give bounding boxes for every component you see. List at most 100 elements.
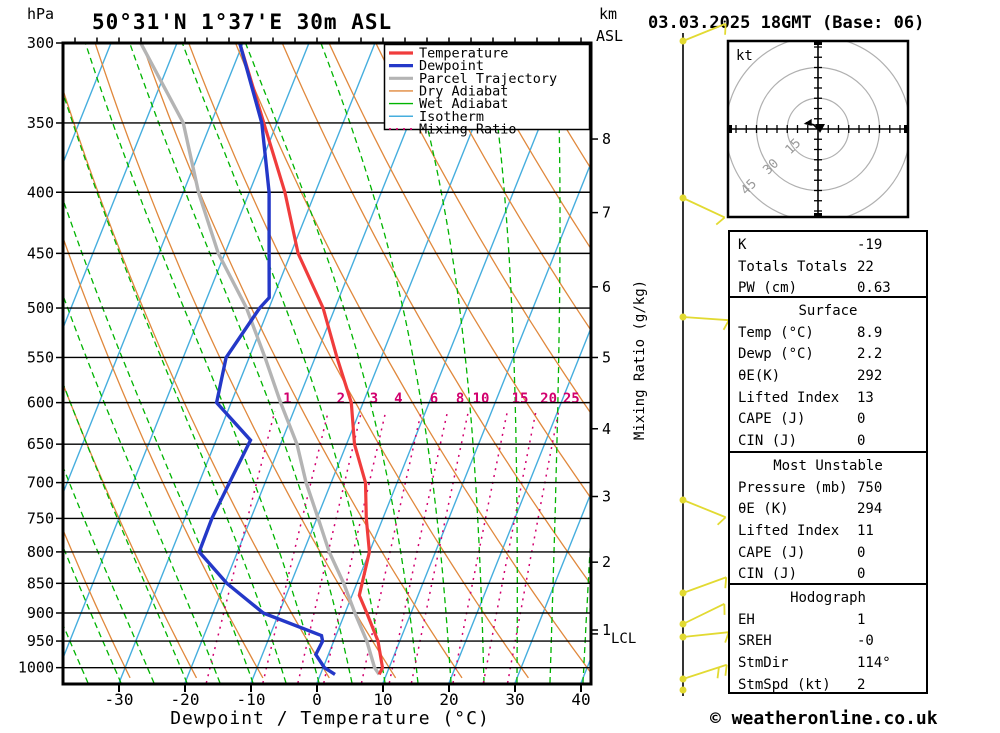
svg-text:1000: 1000 [18, 659, 54, 677]
table-row: Lifted Index 11 [730, 521, 926, 543]
table-row: StmSpd (kt) 2 [730, 675, 926, 697]
svg-text:8: 8 [456, 391, 464, 407]
row-label: CIN (J) [738, 433, 798, 450]
legend-label-1: Dewpoint [419, 58, 484, 74]
table-row: Dewp (°C) 2.2 [730, 344, 926, 366]
wind-barb-shaft [682, 316, 729, 322]
svg-text:10: 10 [373, 690, 392, 709]
top-minor-ticks [74, 37, 582, 43]
row-value: 0 [857, 411, 866, 428]
data-table-indices: K -19 Totals Totals 22 PW (cm) 0.63 [728, 230, 928, 298]
table-row: CAPE (J) 0 [730, 543, 926, 565]
row-value: -0 [857, 633, 874, 650]
credit-watermark: © weatheronline.co.uk [710, 708, 938, 729]
row-value: -19 [857, 237, 883, 253]
svg-text:850: 850 [27, 574, 54, 592]
svg-text:30: 30 [505, 690, 524, 709]
wind-barb-tick [715, 216, 726, 226]
row-value: 292 [857, 368, 883, 385]
x-axis-title: Dewpoint / Temperature (°C) [170, 708, 490, 729]
legend-label-3: Dry Adiabat [419, 83, 508, 99]
table-row: Lifted Index 13 [730, 388, 926, 410]
legend-label-2: Parcel Trajectory [419, 71, 557, 87]
table-row: Temp (°C) 8.9 [730, 323, 926, 345]
table-row: θE (K) 294 [730, 499, 926, 521]
svg-text:1: 1 [283, 391, 291, 407]
row-value: 0 [857, 566, 866, 583]
table-row: θE(K) 292 [730, 366, 926, 388]
row-value: 750 [857, 479, 883, 496]
svg-text:700: 700 [27, 474, 54, 492]
table-row: SREH -0 [730, 631, 926, 653]
row-label: θE (K) [738, 501, 789, 518]
row-value: 11 [857, 523, 874, 540]
row-value: 114° [857, 655, 891, 672]
row-label: Lifted Index [738, 389, 840, 406]
storm-motion-marker [815, 124, 825, 133]
table-row: EH 1 [730, 610, 926, 632]
svg-text:4: 4 [394, 391, 402, 407]
svg-text:4: 4 [602, 420, 611, 438]
row-value: 1 [857, 611, 866, 628]
row-label: K [738, 237, 747, 253]
hodograph-edge-nub [814, 213, 822, 218]
table-row: CIN (J) 0 [730, 564, 926, 586]
row-label: CAPE (J) [738, 544, 806, 561]
parcel-trajectory-curve [139, 44, 381, 676]
plot-border [61, 41, 593, 686]
data-table-hodograph: Hodograph EH 1 SREH -0 StmDir 114° StmSpd (kt) 2 [728, 583, 928, 694]
isobar-gridlines [64, 122, 590, 669]
table-row: Pressure (mb) 750 [730, 478, 926, 500]
lcl-label: LCL [611, 631, 636, 647]
row-label: CAPE (J) [738, 411, 806, 428]
mixing-ratio-lines [205, 411, 560, 683]
svg-text:-10: -10 [237, 690, 266, 709]
row-label: StmDir [738, 655, 789, 672]
svg-text:10: 10 [473, 391, 490, 407]
row-value: 13 [857, 389, 874, 406]
temperature-curve [238, 44, 385, 676]
svg-text:900: 900 [27, 604, 54, 622]
svg-text:2: 2 [337, 391, 345, 407]
svg-text:6: 6 [602, 278, 611, 296]
pressure-axis: 300 350 400 450 500 550 600 650 700 750 800 850 900 9… [18, 34, 63, 677]
legend-label-4: Wet Adiabat [419, 96, 508, 112]
km-axis-unit: km [599, 5, 618, 23]
svg-text:20: 20 [439, 690, 458, 709]
hodograph-edge-nub [727, 125, 732, 133]
table-header: Surface [798, 303, 858, 319]
row-label: StmSpd (kt) [738, 676, 831, 693]
svg-text:25: 25 [563, 391, 580, 407]
row-value: 294 [857, 501, 883, 518]
svg-text:400: 400 [27, 183, 54, 201]
km-axis: 8 7 6 5 4 3 2 1 LCL [591, 130, 636, 647]
hodograph-edge-nub [814, 40, 822, 45]
table-header: Most Unstable [773, 458, 883, 474]
hodograph-ring-label: 30 [760, 156, 782, 178]
row-label: Temp (°C) [738, 324, 814, 341]
svg-text:300: 300 [27, 34, 54, 52]
row-value: 8.9 [857, 324, 883, 341]
indices-tables-panel: K -19 Totals Totals 22 PW (cm) 0.63 Surface Tem… [728, 230, 928, 694]
mixing-ratio-labels: 1 2 3 4 6 8 10 15 20 25 [283, 391, 580, 407]
svg-text:450: 450 [27, 244, 54, 262]
svg-text:8: 8 [602, 130, 611, 148]
svg-text:3: 3 [370, 391, 378, 407]
svg-text:5: 5 [602, 348, 611, 366]
svg-text:15: 15 [512, 391, 529, 407]
pressure-axis-unit: hPa [27, 5, 55, 23]
wind-barb-shaft [682, 22, 726, 42]
table-row: CAPE (J) 0 [730, 409, 926, 431]
wind-barb-column [679, 22, 730, 696]
svg-text:6: 6 [430, 391, 438, 407]
table-row: K -19 [730, 235, 926, 257]
row-label: SREH [738, 633, 772, 650]
svg-text:1: 1 [602, 621, 611, 639]
row-label: Lifted Index [738, 523, 840, 540]
row-value: 0 [857, 433, 866, 450]
row-label: Pressure (mb) [738, 479, 848, 496]
table-row: Totals Totals 22 [730, 257, 926, 279]
